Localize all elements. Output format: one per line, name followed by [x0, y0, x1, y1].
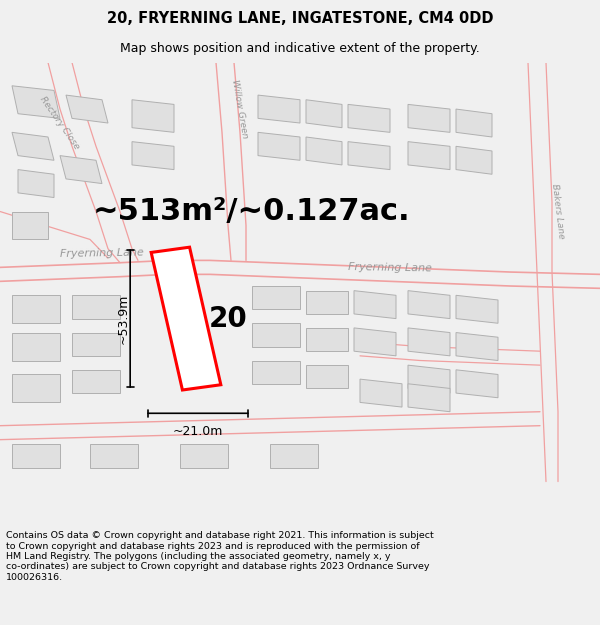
- Polygon shape: [306, 137, 342, 165]
- Polygon shape: [12, 86, 60, 118]
- Text: Bakers Lane: Bakers Lane: [550, 183, 566, 239]
- Text: ~21.0m: ~21.0m: [173, 425, 223, 438]
- Polygon shape: [66, 95, 108, 123]
- Text: Fryerning Lane: Fryerning Lane: [60, 248, 144, 259]
- Text: 20, FRYERNING LANE, INGATESTONE, CM4 0DD: 20, FRYERNING LANE, INGATESTONE, CM4 0DD: [107, 11, 493, 26]
- Polygon shape: [456, 332, 498, 361]
- Polygon shape: [456, 370, 498, 398]
- Text: Fryerning Lane: Fryerning Lane: [348, 262, 432, 273]
- Text: 20: 20: [209, 304, 247, 332]
- Polygon shape: [258, 95, 300, 123]
- Text: Contains OS data © Crown copyright and database right 2021. This information is : Contains OS data © Crown copyright and d…: [6, 531, 434, 582]
- Polygon shape: [252, 286, 300, 309]
- Polygon shape: [12, 132, 54, 160]
- Polygon shape: [12, 374, 60, 402]
- Text: Rectory Close: Rectory Close: [38, 95, 82, 151]
- Polygon shape: [408, 365, 450, 393]
- Polygon shape: [408, 291, 450, 319]
- Polygon shape: [354, 291, 396, 319]
- Polygon shape: [408, 328, 450, 356]
- Polygon shape: [60, 156, 102, 184]
- Polygon shape: [348, 142, 390, 169]
- Polygon shape: [408, 384, 450, 412]
- Polygon shape: [456, 146, 492, 174]
- Polygon shape: [306, 100, 342, 127]
- Polygon shape: [408, 104, 450, 132]
- Polygon shape: [72, 332, 120, 356]
- Polygon shape: [12, 332, 60, 361]
- Text: Willow Green: Willow Green: [230, 79, 250, 139]
- Polygon shape: [348, 104, 390, 132]
- Polygon shape: [132, 100, 174, 132]
- Polygon shape: [90, 444, 138, 468]
- Polygon shape: [12, 444, 60, 468]
- Polygon shape: [456, 295, 498, 323]
- Polygon shape: [360, 379, 402, 407]
- Text: ~53.9m: ~53.9m: [116, 293, 130, 344]
- Polygon shape: [408, 142, 450, 169]
- Polygon shape: [306, 328, 348, 351]
- Polygon shape: [258, 132, 300, 160]
- Text: ~513m²/~0.127ac.: ~513m²/~0.127ac.: [93, 197, 411, 226]
- Polygon shape: [132, 142, 174, 169]
- Polygon shape: [252, 323, 300, 346]
- Polygon shape: [72, 370, 120, 393]
- Polygon shape: [456, 109, 492, 137]
- Polygon shape: [18, 169, 54, 198]
- Polygon shape: [12, 211, 48, 239]
- Polygon shape: [72, 295, 120, 319]
- Polygon shape: [306, 291, 348, 314]
- Polygon shape: [252, 361, 300, 384]
- Polygon shape: [12, 295, 60, 323]
- Polygon shape: [180, 444, 228, 468]
- Polygon shape: [354, 328, 396, 356]
- Polygon shape: [151, 247, 221, 390]
- Text: Map shows position and indicative extent of the property.: Map shows position and indicative extent…: [120, 42, 480, 55]
- Polygon shape: [270, 444, 318, 468]
- Polygon shape: [306, 365, 348, 388]
